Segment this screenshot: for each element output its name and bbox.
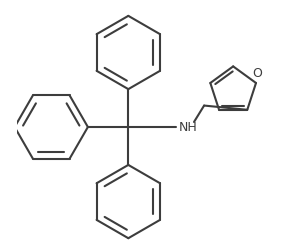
Text: O: O bbox=[252, 67, 262, 80]
Text: NH: NH bbox=[179, 121, 198, 133]
